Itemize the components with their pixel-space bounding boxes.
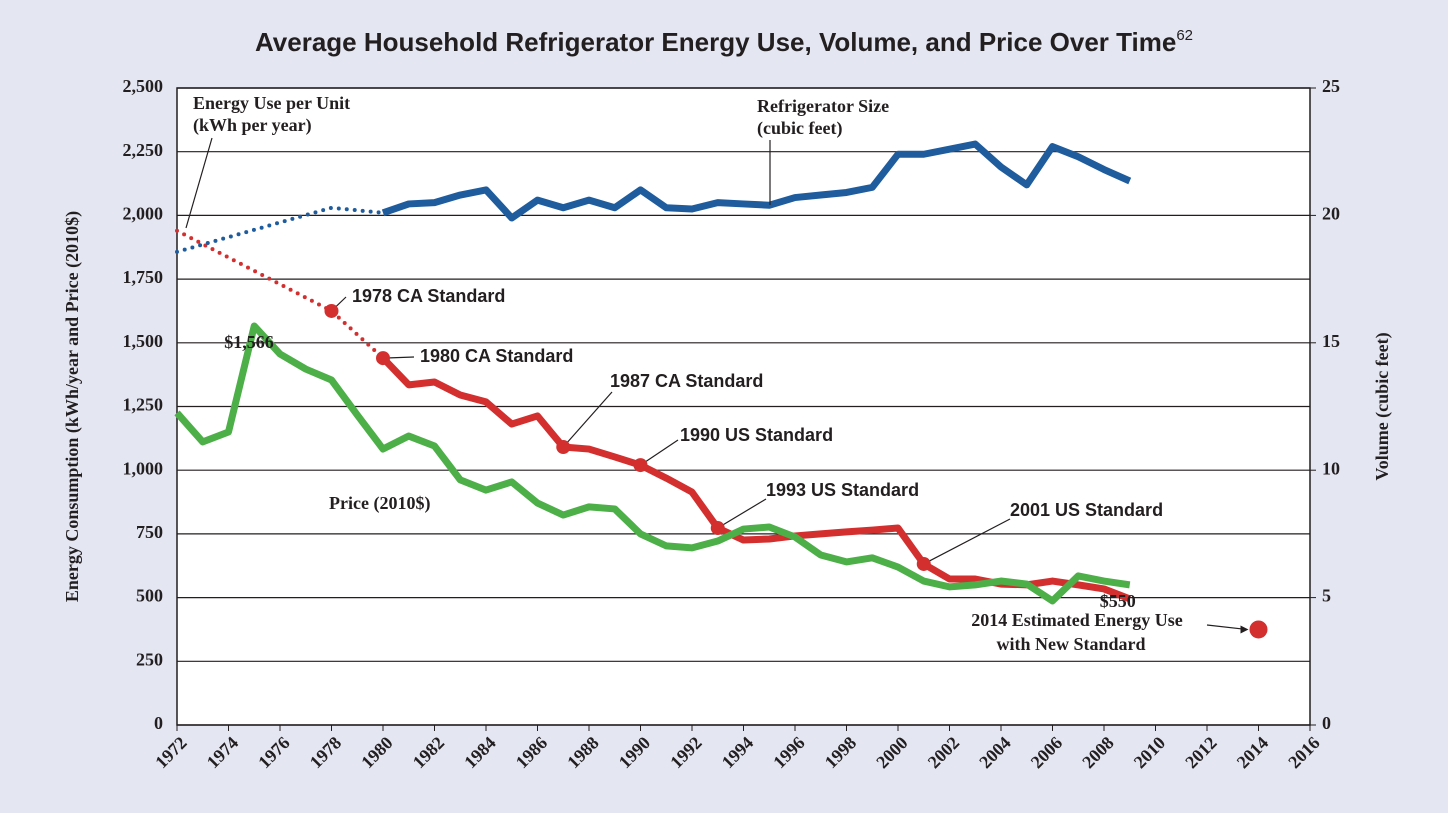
y-tick-label: 0 [154,713,163,733]
x-tick-label: 2014 [1233,733,1273,773]
y-tick-label: 1,250 [123,395,164,415]
x-tick-label: 2008 [1078,733,1118,773]
y2-tick-label: 10 [1322,458,1340,478]
value-label: $550 [1100,591,1136,611]
x-tick-label: 1996 [769,733,809,773]
standard-marker [556,440,571,455]
y-tick-label: 2,000 [123,204,164,224]
standard-label: 1978 CA Standard [352,286,505,306]
series-annotation: (cubic feet) [757,118,842,139]
estimate-label: 2014 Estimated Energy Use [971,610,1182,630]
x-tick-label: 1998 [821,733,861,773]
standard-marker [633,458,648,473]
y-tick-label: 1,750 [123,267,164,287]
leader-line [640,439,679,466]
y-tick-label: 1,500 [123,331,164,351]
x-tick-label: 2016 [1284,733,1324,773]
estimate-label: with New Standard [996,634,1145,654]
chart-title: Average Household Refrigerator Energy Us… [255,27,1193,57]
x-tick-label: 1978 [306,733,346,773]
title-text: Average Household Refrigerator Energy Us… [255,27,1176,57]
standard-marker [324,303,339,318]
leader-line [562,391,613,448]
y-tick-label: 2,250 [123,140,164,160]
leader-line [717,498,767,529]
x-tick-label: 1972 [151,733,191,773]
standard-label: 2001 US Standard [1010,500,1163,520]
series-line [381,140,1132,222]
leader-arrow [1240,625,1249,634]
standard-label: 1980 CA Standard [420,346,573,366]
leader-line [185,137,213,229]
plot-border [176,87,1311,726]
standard-marker [916,556,931,571]
y-axis-label: Energy Consumption (kWh/year and Price (… [62,211,83,602]
y2-axis-label: Volume (cubic feet) [1372,332,1393,480]
series-line-dotted [175,205,385,254]
x-tick-label: 2010 [1130,733,1170,773]
x-tick-label: 1992 [666,733,706,773]
series-annotation: Energy Use per Unit [193,93,350,113]
leader-line [923,518,1011,565]
series-annotation: (kWh per year) [193,115,312,136]
y-tick-label: 2,500 [123,76,164,96]
y-tick-label: 250 [136,649,163,669]
y2-tick-label: 5 [1322,586,1331,606]
leader-line [1206,624,1247,631]
x-tick-label: 2000 [872,733,912,773]
y-tick-label: 1,000 [123,458,164,478]
x-tick-label: 1982 [409,733,449,773]
x-tick-label: 1986 [512,733,552,773]
x-tick-label: 1984 [460,733,500,773]
y-tick-label: 500 [136,586,163,606]
series-annotation: Price (2010$) [329,493,430,514]
standard-label: 1990 US Standard [680,425,833,445]
x-tick-label: 2012 [1181,733,1221,773]
x-tick-label: 1974 [203,733,243,773]
standard-label: 1993 US Standard [766,480,919,500]
y2-tick-label: 0 [1322,713,1331,733]
standard-marker [376,351,390,366]
x-tick-label: 1990 [615,733,655,773]
value-label: $1,566 [224,332,274,352]
x-tick-label: 2004 [975,733,1015,773]
x-tick-label: 1976 [254,733,294,773]
standard-label: 1987 CA Standard [610,371,763,391]
x-tick-label: 2002 [924,733,964,773]
standard-marker [710,521,725,536]
x-tick-label: 2006 [1027,733,1067,773]
title-footnote: 62 [1176,27,1193,44]
series-annotation: Refrigerator Size [757,96,889,116]
x-tick-label: 1988 [563,733,603,773]
x-tick-label: 1994 [718,733,758,773]
y2-tick-label: 15 [1322,331,1340,351]
series-line [174,322,1131,605]
x-tick-label: 1980 [357,733,397,773]
estimate-marker [1249,620,1268,639]
y-tick-label: 750 [136,522,163,542]
y2-tick-label: 25 [1322,76,1340,96]
y2-tick-label: 20 [1322,204,1340,224]
